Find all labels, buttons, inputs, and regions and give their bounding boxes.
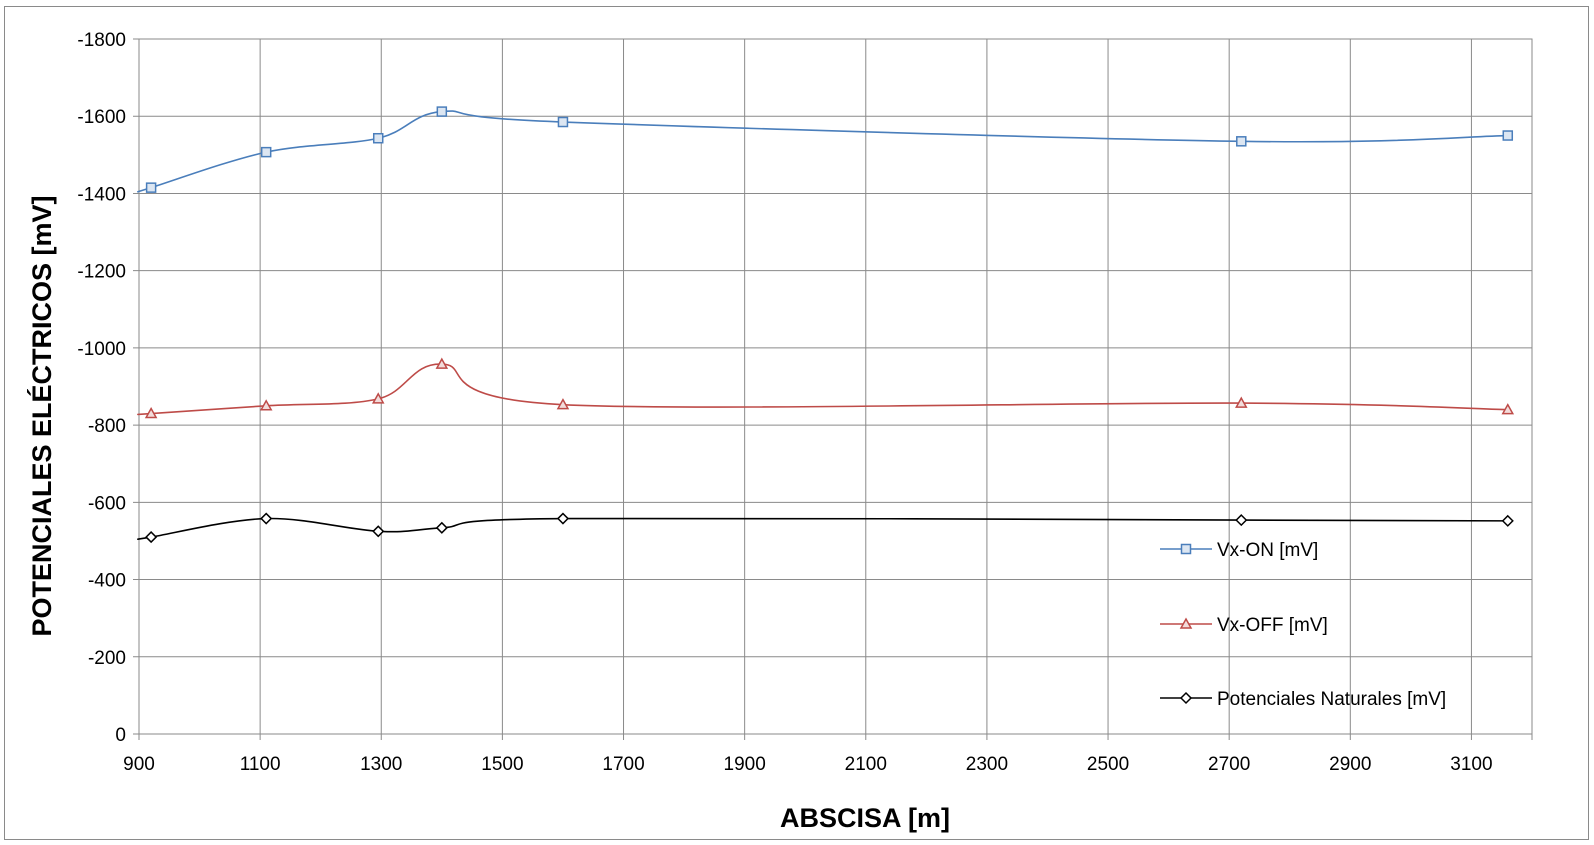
legend-label: Vx-ON [mV] bbox=[1217, 540, 1318, 561]
data-point bbox=[1235, 396, 1248, 408]
series-0 bbox=[137, 106, 1514, 193]
y-tick-label: -1000 bbox=[77, 339, 126, 360]
data-point bbox=[1501, 514, 1514, 527]
data-point bbox=[435, 521, 448, 534]
data-point bbox=[436, 106, 448, 117]
data-point bbox=[372, 525, 385, 538]
data-point bbox=[557, 116, 569, 128]
legend-marker bbox=[1179, 691, 1193, 705]
x-axis-title: ABSCISA [m] bbox=[780, 803, 950, 833]
y-tick-label: 0 bbox=[115, 725, 126, 746]
legend-marker bbox=[1179, 617, 1193, 629]
x-tick-label: 2700 bbox=[1208, 754, 1250, 775]
x-tick-label: 2300 bbox=[966, 754, 1008, 775]
legend-marker bbox=[1180, 543, 1192, 555]
x-tick-label: 900 bbox=[123, 754, 155, 775]
data-point bbox=[1235, 514, 1248, 527]
x-tick-label: 1500 bbox=[481, 754, 523, 775]
legend-label: Potenciales Naturales [mV] bbox=[1217, 689, 1446, 710]
data-point bbox=[556, 512, 570, 525]
chart-frame bbox=[4, 6, 1589, 840]
series-line bbox=[137, 110, 1508, 193]
grid bbox=[133, 38, 1533, 740]
x-tick-label: 1700 bbox=[602, 754, 644, 775]
data-point bbox=[435, 357, 449, 369]
legend-label: Vx-OFF [mV] bbox=[1217, 615, 1328, 636]
series-layer bbox=[137, 106, 1515, 544]
data-point bbox=[260, 512, 273, 525]
y-tick-label: -200 bbox=[88, 648, 126, 669]
data-point bbox=[1502, 130, 1514, 141]
x-tick-label: 2900 bbox=[1329, 754, 1371, 775]
y-tick-label: -1800 bbox=[77, 30, 126, 51]
x-tick-label: 3100 bbox=[1450, 754, 1492, 775]
tick-labels: -1800 -1600 -1400 -1200 -1000 -800 -600 -400 -20… bbox=[77, 30, 1492, 775]
data-point bbox=[371, 392, 385, 404]
legend-entry: Vx-OFF [mV] bbox=[1160, 615, 1328, 636]
x-tick-label: 1100 bbox=[240, 754, 281, 775]
data-point bbox=[1501, 403, 1515, 415]
y-tick-label: -1400 bbox=[77, 184, 126, 205]
data-point bbox=[259, 399, 273, 411]
series-1 bbox=[137, 357, 1515, 419]
x-tick-label: 1300 bbox=[360, 754, 402, 775]
y-tick-label: -1600 bbox=[77, 107, 126, 128]
x-tick-label: 1900 bbox=[724, 754, 766, 775]
series-line bbox=[137, 363, 1508, 416]
data-point bbox=[144, 406, 158, 419]
data-point bbox=[260, 146, 272, 158]
legend-entry: Vx-ON [mV] bbox=[1160, 540, 1318, 561]
data-point bbox=[145, 182, 157, 193]
data-point bbox=[556, 398, 570, 410]
x-tick-label: 2500 bbox=[1087, 754, 1129, 775]
legend: Vx-ON [mV] Vx-OFF [mV] Potenciales Natural… bbox=[1160, 540, 1446, 710]
y-tick-label: -600 bbox=[88, 493, 126, 514]
y-tick-label: -1200 bbox=[77, 262, 126, 283]
y-tick-label: -400 bbox=[88, 571, 126, 592]
series-line bbox=[137, 517, 1508, 541]
x-tick-label: 2100 bbox=[845, 754, 887, 775]
data-point bbox=[372, 132, 384, 144]
data-point bbox=[1236, 136, 1247, 147]
y-tick-label: -800 bbox=[88, 416, 126, 437]
series-2 bbox=[137, 512, 1514, 544]
data-point bbox=[145, 531, 158, 544]
y-axis-title: POTENCIALES ELÉCTRICOS [mV] bbox=[26, 195, 57, 636]
legend-entry: Potenciales Naturales [mV] bbox=[1160, 689, 1446, 710]
